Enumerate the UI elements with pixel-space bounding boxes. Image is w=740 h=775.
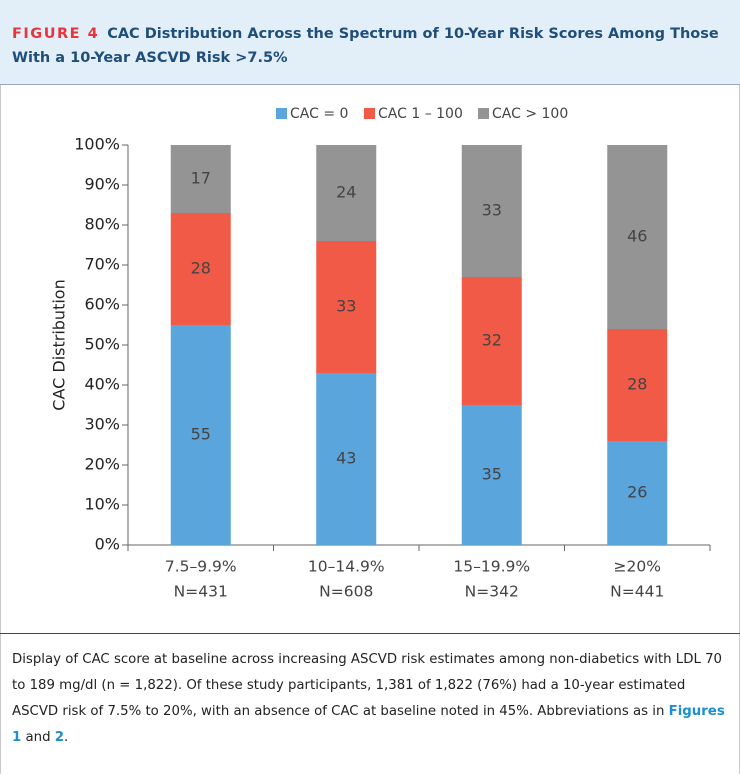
y-axis-label: CAC Distribution [50,279,69,410]
y-tick-label: 90% [84,175,120,194]
bar-segment [461,145,522,277]
value-label: 32 [482,331,502,350]
x-tick-label: 10–14.9% [308,558,385,576]
legend-swatch [364,108,375,119]
y-tick-label: 10% [84,495,120,514]
caption-text: . [64,730,69,745]
caption: Display of CAC score at baseline across … [12,647,728,751]
bar-segment [316,145,377,241]
value-label: 35 [482,465,502,484]
x-tick-label: N=441 [610,583,664,601]
legend-swatch [276,108,287,119]
figure-header: FIGURE 4 CAC Distribution Across the Spec… [0,0,740,85]
value-label: 24 [336,183,356,202]
x-tick-label: 15–19.9% [453,558,530,576]
value-label: 28 [627,375,647,394]
legend-label: CAC = 0 [290,106,348,122]
bar-segment [461,277,522,405]
figure-reference[interactable]: Figures 1 [12,704,725,745]
x-tick-label: N=342 [465,583,519,601]
y-tick-label: 60% [84,295,120,314]
bar-segment [461,405,522,545]
x-tick-label: N=431 [174,583,228,601]
value-label: 46 [627,227,647,246]
y-tick-label: 40% [84,375,120,394]
figure-label: FIGURE 4 [12,26,100,42]
value-label: 43 [336,449,356,468]
value-label: 33 [482,201,502,220]
y-tick-label: 50% [84,335,120,354]
value-label: 17 [191,169,211,188]
bar-segment [170,213,231,325]
bar-segment [316,373,377,545]
x-tick-label: ≥20% [614,558,661,576]
value-label: 26 [627,483,647,502]
legend-label: CAC 1 – 100 [378,106,463,122]
legend-swatch [478,108,489,119]
chart: CAC Distribution 0% 10% 20% 30% 40% 50% 60% 70%… [50,106,711,601]
value-label: 33 [336,297,356,316]
y-tick-label: 70% [84,255,120,274]
y-tick-label: 0% [95,535,120,554]
bar-segment [607,145,668,329]
caption-text: Display of CAC score at baseline across … [12,652,723,719]
y-tick-label: 30% [84,415,120,434]
y-tick-label: 100% [74,135,120,154]
legend-label: CAC > 100 [492,106,568,122]
x-tick-label: N=608 [319,583,373,601]
caption-text: and [21,730,55,745]
bar-segment [607,441,668,545]
x-tick-label: 7.5–9.9% [165,558,237,576]
value-label: 28 [191,259,211,278]
separator [0,633,740,634]
bar-segment [607,329,668,441]
figure-reference[interactable]: 2 [54,730,65,745]
bar-segment [170,325,231,545]
figure-title: CAC Distribution Across the Spectrum of … [12,26,719,66]
bar-segment [170,145,231,213]
bar-segment [316,241,377,373]
y-tick-label: 80% [84,215,120,234]
y-tick-label: 20% [84,455,120,474]
value-label: 55 [191,425,211,444]
